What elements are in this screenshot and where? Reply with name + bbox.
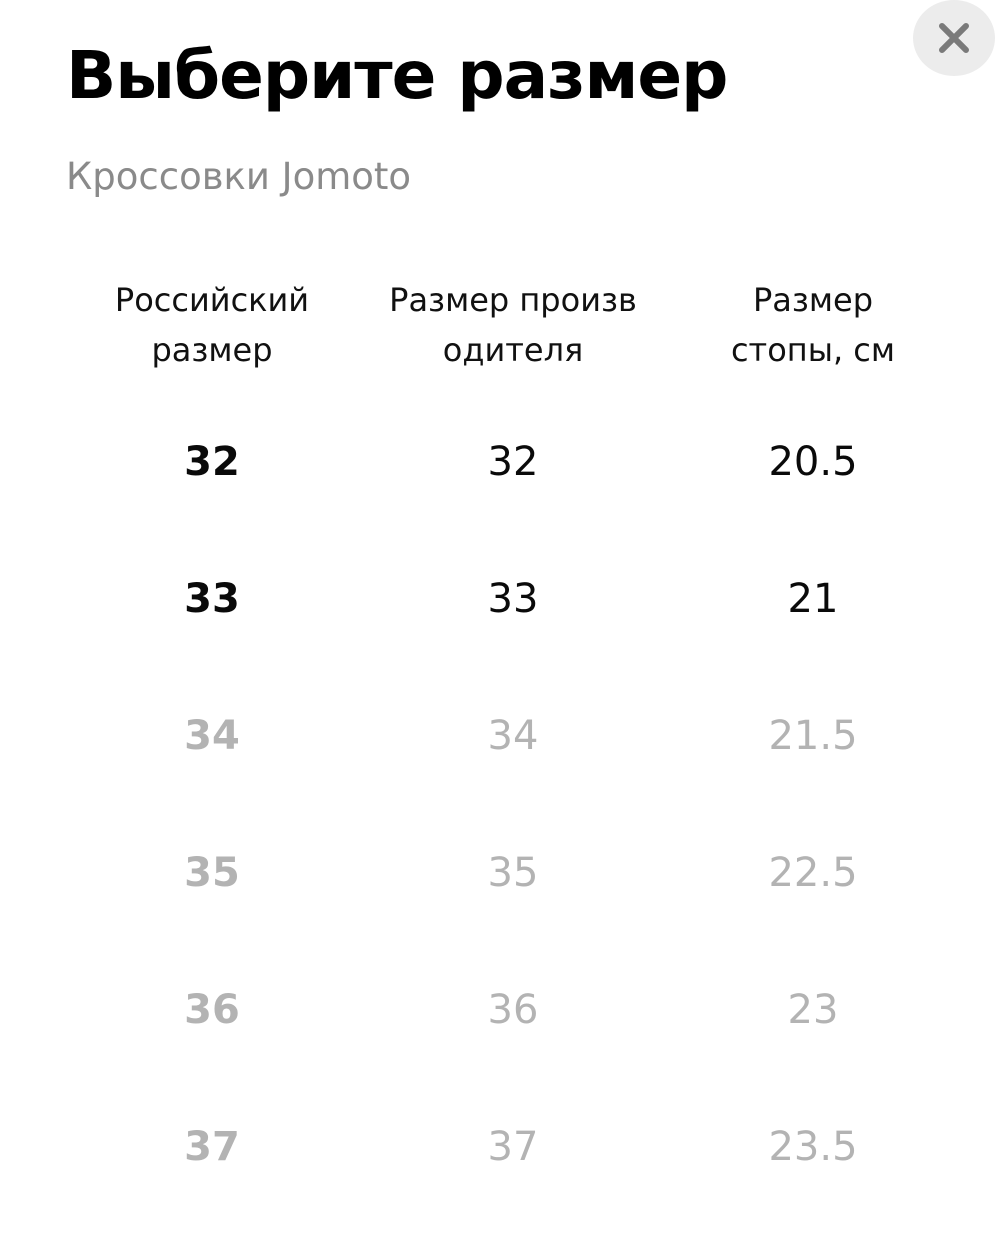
russian-size-value: 32 xyxy=(184,439,240,485)
close-button[interactable] xyxy=(913,0,995,76)
column-header-label: Размер стопы, см xyxy=(730,281,896,369)
size-row: 37 37 23.5 xyxy=(0,1097,1000,1197)
maker-size-value: 36 xyxy=(487,987,539,1033)
russian-size-value: 37 xyxy=(184,1124,240,1170)
maker-size-value: 32 xyxy=(487,439,539,485)
foot-size-value: 23.5 xyxy=(768,1124,858,1170)
size-row[interactable]: 32 32 20.5 xyxy=(0,412,1000,512)
maker-size-value: 37 xyxy=(487,1124,539,1170)
close-icon xyxy=(939,23,969,53)
column-header-label: Российский размер xyxy=(114,281,310,369)
page-title: Выберите размер xyxy=(66,37,728,114)
russian-size-value: 34 xyxy=(184,713,240,759)
russian-size-value: 33 xyxy=(184,576,240,622)
column-header-foot-size: Размер стопы, см xyxy=(663,250,963,400)
foot-size-value: 20.5 xyxy=(768,439,858,485)
russian-size-value: 36 xyxy=(184,987,240,1033)
foot-size-value: 21 xyxy=(787,576,839,622)
foot-size-value: 22.5 xyxy=(768,850,858,896)
size-row: 35 35 22.5 xyxy=(0,823,1000,923)
size-row: 34 34 21.5 xyxy=(0,686,1000,786)
maker-size-value: 34 xyxy=(487,713,539,759)
product-name: Кроссовки Jomoto xyxy=(66,155,412,198)
column-header-label: Размер производителя xyxy=(389,281,637,369)
foot-size-value: 23 xyxy=(787,987,839,1033)
column-header-russian-size: Российский размер xyxy=(62,250,362,400)
maker-size-value: 33 xyxy=(487,576,539,622)
russian-size-value: 35 xyxy=(184,850,240,896)
maker-size-value: 35 xyxy=(487,850,539,896)
size-row[interactable]: 33 33 21 xyxy=(0,549,1000,649)
column-header-maker-size: Размер производителя xyxy=(363,250,663,400)
size-row: 36 36 23 xyxy=(0,960,1000,1060)
foot-size-value: 21.5 xyxy=(768,713,858,759)
